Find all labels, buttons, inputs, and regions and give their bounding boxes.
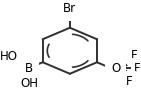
Text: F: F: [126, 75, 132, 88]
Text: F: F: [134, 61, 141, 74]
Text: O: O: [111, 61, 120, 74]
Text: HO: HO: [0, 50, 18, 63]
Text: Br: Br: [63, 2, 76, 15]
Text: OH: OH: [20, 77, 38, 90]
Text: F: F: [130, 49, 137, 62]
Text: B: B: [25, 61, 33, 74]
